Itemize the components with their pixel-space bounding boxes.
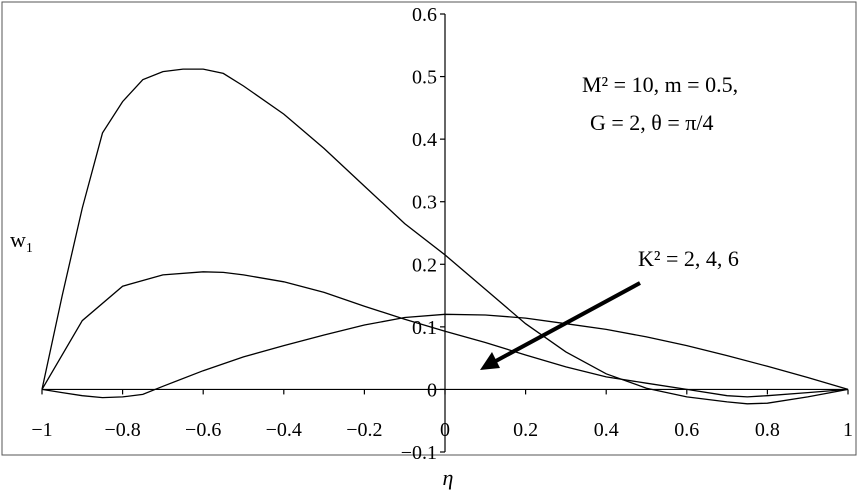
y-tick-label: 0.1: [412, 317, 437, 339]
x-tick-label: −0.2: [346, 419, 382, 441]
tick-labels: −1 −0.8 −0.6 −0.4 −0.2 0 0.2 0.4 0.6 0.8 1−0.100.1…: [31, 4, 853, 464]
series-layer: [41, 68, 849, 405]
series-line-3: [41, 313, 849, 399]
y-tick-label: 0.6: [412, 4, 437, 26]
params-annotation-line2: G = 2, θ = π/4: [590, 110, 713, 135]
y-axis-label: w1: [10, 227, 33, 256]
x-tick-label: −1: [31, 419, 52, 441]
x-tick-label: 0: [440, 419, 450, 441]
x-tick-label: 0.6: [674, 419, 699, 441]
series-line-1: [41, 68, 849, 405]
arrow-label: K² = 2, 4, 6: [638, 246, 739, 271]
y-tick-label: 0.2: [412, 254, 437, 276]
x-axis-label: η: [443, 465, 454, 490]
series-line-2: [41, 271, 849, 398]
arrow-head: [480, 352, 500, 370]
y-tick-label: 0: [427, 379, 437, 401]
y-axis-label-sub: 1: [26, 241, 33, 256]
arrow-shaft: [493, 281, 641, 364]
y-axis-label-main: w: [10, 227, 26, 252]
x-tick-label: −0.4: [266, 419, 302, 441]
y-tick-label: −0.1: [401, 442, 437, 464]
params-annotation-line1: M² = 10, m = 0.5,: [582, 72, 738, 97]
x-tick-label: −0.6: [185, 419, 221, 441]
x-tick-label: −0.8: [104, 419, 140, 441]
arrow: [480, 281, 641, 370]
x-tick-label: 0.4: [594, 419, 619, 441]
x-tick-label: 0.8: [755, 419, 780, 441]
y-tick-label: 0.5: [412, 67, 437, 89]
axes: [41, 13, 849, 453]
x-tick-label: 0.2: [513, 419, 538, 441]
y-tick-label: 0.4: [412, 129, 437, 151]
plot-area-border: [1, 1, 857, 456]
x-tick-label: 1: [843, 419, 853, 441]
y-tick-label: 0.3: [412, 192, 437, 214]
